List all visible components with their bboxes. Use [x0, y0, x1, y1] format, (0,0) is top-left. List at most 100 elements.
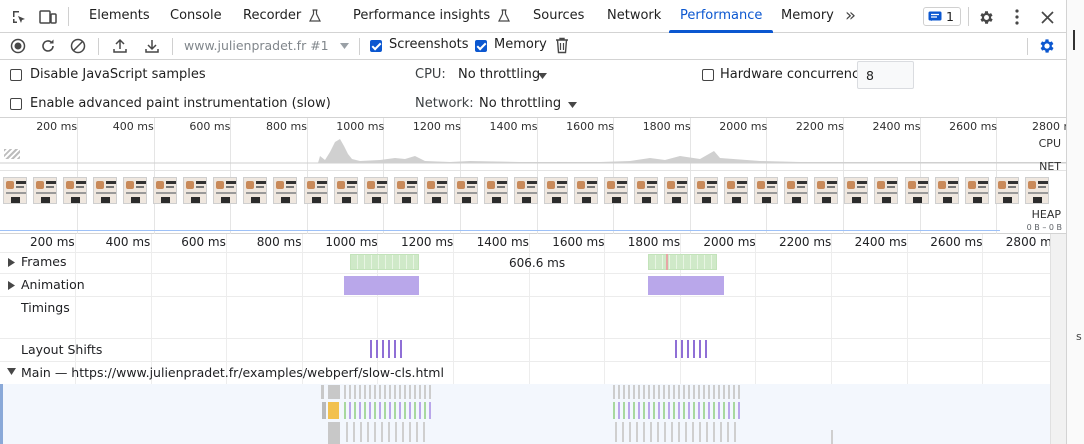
- task-bar[interactable]: [623, 385, 625, 399]
- task-bar[interactable]: [328, 385, 340, 399]
- animation-track-label[interactable]: Animation: [21, 277, 85, 292]
- download-icon[interactable]: [144, 38, 160, 54]
- task-bar[interactable]: [671, 422, 673, 442]
- task-bar[interactable]: [354, 385, 356, 399]
- task-bar[interactable]: [663, 385, 665, 399]
- task-bar[interactable]: [653, 385, 655, 399]
- screenshot-thumbnail[interactable]: [213, 177, 238, 204]
- timeline-scrollbar[interactable]: [1050, 234, 1066, 444]
- screenshot-thumbnail[interactable]: [483, 177, 508, 204]
- layout-shift-marker[interactable]: [400, 340, 402, 358]
- task-bar[interactable]: [374, 422, 376, 442]
- render-event[interactable]: [693, 402, 695, 419]
- settings-gear-icon[interactable]: [977, 8, 995, 26]
- task-bar[interactable]: [628, 385, 630, 399]
- task-bar[interactable]: [688, 385, 690, 399]
- render-event[interactable]: [429, 402, 431, 419]
- screenshot-thumbnail[interactable]: [694, 177, 719, 204]
- screenshot-thumbnail[interactable]: [934, 177, 959, 204]
- hardware-concurrency-input[interactable]: 8: [857, 61, 914, 89]
- task-bar[interactable]: [698, 385, 700, 399]
- task-bar[interactable]: [636, 422, 638, 442]
- collapse-triangle-icon[interactable]: [7, 368, 16, 375]
- tab-recorder[interactable]: Recorder: [243, 0, 322, 32]
- task-bar[interactable]: [668, 385, 670, 399]
- screenshot-thumbnail[interactable]: [1024, 177, 1049, 204]
- task-bar[interactable]: [394, 385, 396, 399]
- tab-console[interactable]: Console: [170, 8, 222, 23]
- task-bar[interactable]: [388, 422, 390, 442]
- task-bar[interactable]: [344, 385, 346, 399]
- task-bar[interactable]: [360, 422, 362, 442]
- task-bar[interactable]: [613, 385, 615, 399]
- screenshot-thumbnail[interactable]: [63, 177, 88, 204]
- render-event[interactable]: [384, 402, 386, 419]
- layout-shift-marker[interactable]: [705, 340, 707, 358]
- render-event[interactable]: [618, 402, 620, 419]
- screenshot-thumbnail[interactable]: [964, 177, 989, 204]
- task-bar[interactable]: [657, 422, 659, 442]
- expand-triangle-icon[interactable]: [8, 258, 15, 267]
- layout-shift-marker[interactable]: [370, 340, 372, 358]
- tab-performance[interactable]: Performance: [680, 8, 763, 23]
- task-bar[interactable]: [643, 422, 645, 442]
- render-event[interactable]: [728, 402, 730, 419]
- screenshot-thumbnail[interactable]: [3, 177, 27, 204]
- task-bar[interactable]: [389, 385, 391, 399]
- render-event[interactable]: [643, 402, 645, 419]
- render-event[interactable]: [623, 402, 625, 419]
- render-event[interactable]: [723, 402, 725, 419]
- task-bar[interactable]: [734, 422, 736, 442]
- task-bar[interactable]: [727, 422, 729, 442]
- task-bar[interactable]: [708, 385, 710, 399]
- task-bar[interactable]: [367, 422, 369, 442]
- task-bar[interactable]: [414, 385, 416, 399]
- render-event[interactable]: [354, 402, 356, 419]
- task-bar[interactable]: [349, 385, 351, 399]
- timeline-flamechart[interactable]: 200 ms 400 ms 600 ms 800 ms 1000 ms 1200 ms 14…: [0, 234, 1059, 444]
- task-bar[interactable]: [703, 385, 705, 399]
- task-bar[interactable]: [638, 385, 640, 399]
- task-bar[interactable]: [831, 430, 833, 444]
- render-event[interactable]: [414, 402, 416, 419]
- screenshot-thumbnail[interactable]: [423, 177, 448, 204]
- layout-shift-marker[interactable]: [693, 340, 695, 358]
- render-event[interactable]: [638, 402, 640, 419]
- animation-bar[interactable]: [648, 276, 724, 295]
- task-bar[interactable]: [699, 422, 701, 442]
- screenshot-thumbnail[interactable]: [303, 177, 328, 204]
- layout-shifts-track-label[interactable]: Layout Shifts: [21, 342, 103, 357]
- screenshot-thumbnail[interactable]: [874, 177, 899, 204]
- screenshot-thumbnail[interactable]: [604, 177, 628, 204]
- render-event[interactable]: [653, 402, 655, 419]
- screenshot-thumbnail[interactable]: [453, 177, 478, 204]
- screenshot-thumbnail[interactable]: [994, 177, 1019, 204]
- render-event[interactable]: [374, 402, 376, 419]
- task-bar[interactable]: [359, 385, 361, 399]
- task-bar[interactable]: [738, 385, 740, 399]
- task-bar[interactable]: [733, 385, 735, 399]
- render-event[interactable]: [733, 402, 735, 419]
- render-event[interactable]: [613, 402, 615, 419]
- layout-shift-marker[interactable]: [376, 340, 378, 358]
- render-event[interactable]: [698, 402, 700, 419]
- render-event[interactable]: [668, 402, 670, 419]
- task-bar[interactable]: [429, 385, 431, 399]
- task-bar[interactable]: [622, 422, 624, 442]
- task-bar[interactable]: [424, 385, 426, 399]
- render-event[interactable]: [349, 402, 351, 419]
- render-event[interactable]: [389, 402, 391, 419]
- render-event[interactable]: [399, 402, 401, 419]
- cpu-throttling-select[interactable]: No throttling: [452, 63, 552, 85]
- render-event[interactable]: [703, 402, 705, 419]
- task-bar[interactable]: [381, 422, 383, 442]
- render-event[interactable]: [663, 402, 665, 419]
- screenshot-thumbnail[interactable]: [183, 177, 208, 204]
- task-bar[interactable]: [685, 422, 687, 442]
- render-event[interactable]: [344, 402, 346, 419]
- layout-shift-marker[interactable]: [681, 340, 683, 358]
- screenshot-thumbnail[interactable]: [814, 177, 839, 204]
- layout-shift-marker[interactable]: [675, 340, 677, 358]
- task-bar[interactable]: [322, 402, 326, 419]
- task-bar[interactable]: [629, 422, 631, 442]
